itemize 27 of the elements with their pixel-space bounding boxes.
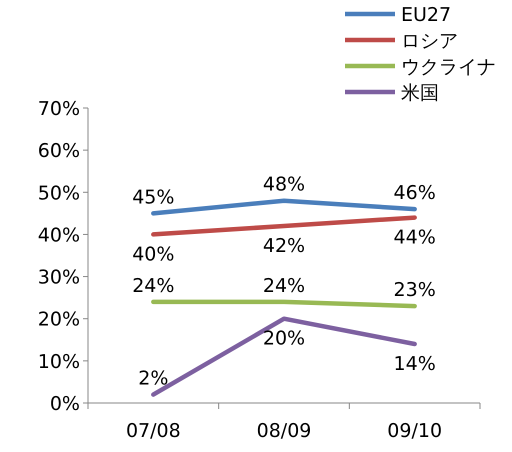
legend-label: ウクライナ (401, 56, 496, 78)
x-tick-label: 09/10 (387, 420, 442, 442)
legend-label: ロシア (401, 30, 458, 52)
y-tick-label: 40% (38, 224, 80, 246)
y-tick-label: 70% (38, 98, 80, 120)
x-tick-label: 07/08 (126, 420, 181, 442)
data-label: 2% (138, 368, 168, 390)
x-tick-label: 08/09 (256, 420, 312, 442)
data-label: 42% (262, 235, 306, 257)
y-tick-label: 10% (38, 350, 80, 373)
data-label: 46% (394, 182, 436, 204)
legend-label: EU27 (401, 4, 452, 26)
data-label: 48% (262, 174, 306, 196)
legend-label: 米国 (401, 82, 439, 104)
data-label: 24% (132, 274, 174, 297)
data-label: 45% (132, 186, 174, 208)
y-tick-label: 20% (38, 308, 80, 331)
data-label: 40% (132, 243, 174, 266)
data-label: 44% (394, 226, 436, 249)
data-label: 20% (262, 328, 306, 350)
data-label: 23% (394, 279, 436, 302)
data-label: 14% (394, 353, 436, 375)
y-tick-label: 60% (38, 140, 80, 162)
y-tick-label: 0% (50, 393, 80, 415)
y-tick-label: 30% (38, 266, 80, 289)
y-tick-label: 50% (38, 182, 80, 204)
data-label: 24% (262, 274, 306, 297)
